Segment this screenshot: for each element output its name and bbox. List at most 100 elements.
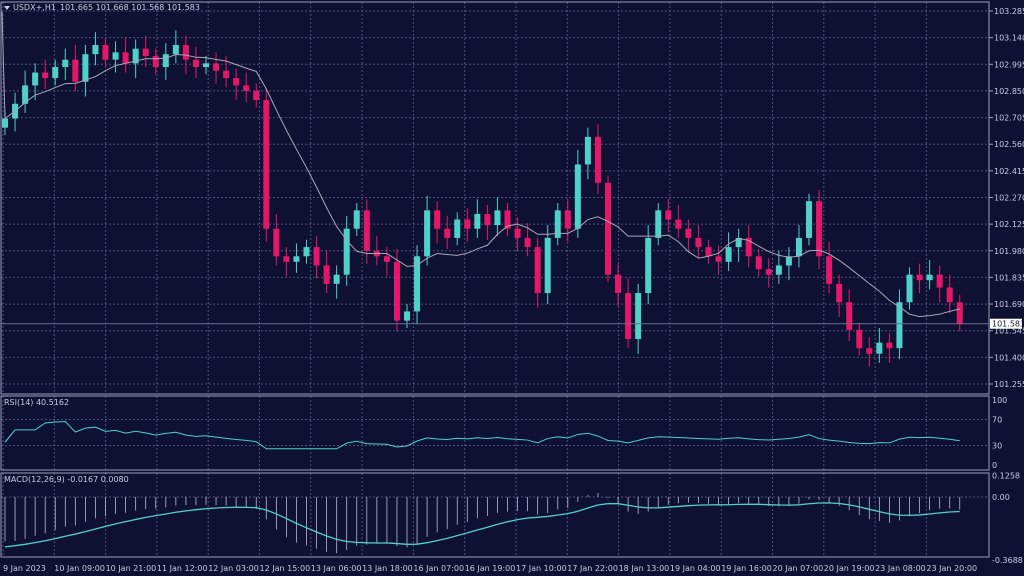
dropdown-triangle-icon[interactable] (4, 6, 10, 10)
candle (343, 215, 350, 286)
macd-tick-label: 0.00 (992, 493, 1010, 502)
rsi-line (4, 420, 960, 450)
candle (82, 44, 89, 97)
candle (122, 37, 129, 73)
candle-body (695, 237, 702, 248)
time-tick-label: 16 Jan 19:00 (465, 564, 516, 573)
candle-body (62, 59, 69, 68)
candle-body (896, 302, 903, 349)
candle (514, 217, 521, 251)
candle (22, 70, 29, 113)
candle (635, 283, 642, 354)
candle-body (956, 302, 963, 324)
candle (253, 83, 260, 108)
grid (1, 2, 989, 557)
candle-body (584, 136, 591, 165)
candle (192, 46, 199, 79)
rsi-label: RSI(14) 40.5162 (4, 398, 69, 407)
candle (524, 223, 531, 257)
candle (474, 199, 481, 238)
time-tick-label: 13 Jan 06:00 (311, 564, 362, 573)
candle-body (615, 274, 622, 294)
candle (836, 274, 843, 317)
candle-body (655, 210, 662, 238)
candle (876, 327, 883, 363)
rsi-tick-label: 30 (992, 442, 1002, 451)
candle-body (112, 52, 119, 60)
candle (484, 204, 491, 240)
candle-body (52, 67, 59, 79)
candle (464, 208, 471, 242)
candle-body (313, 247, 320, 266)
time-tick-label: 17 Jan 22:00 (567, 564, 618, 573)
candle-body (464, 219, 471, 229)
time-tick-label: 12 Jan 15:00 (260, 564, 311, 573)
price-tick-label: 102.850 (994, 87, 1024, 96)
candle (816, 190, 823, 270)
candle-body (745, 237, 752, 257)
candle (313, 236, 320, 279)
time-tick-label: 23 Jan 08:00 (875, 564, 926, 573)
candle (142, 35, 149, 68)
candle (574, 149, 581, 238)
candle-body (795, 237, 802, 257)
candle-body (162, 54, 169, 68)
candle-body (494, 210, 501, 226)
candle (594, 124, 601, 194)
candle-body (323, 265, 330, 284)
candle-body (383, 256, 390, 262)
candle-body (353, 210, 360, 229)
candle (554, 203, 561, 246)
candle-body (424, 210, 431, 257)
candle (353, 203, 360, 237)
candle-body (886, 342, 893, 349)
candle (494, 197, 501, 237)
price-tick-label: 102.705 (994, 114, 1024, 123)
candle-body (524, 237, 531, 248)
candle (856, 322, 863, 356)
candle-body (765, 269, 772, 275)
candle (534, 237, 541, 308)
candle (926, 259, 933, 290)
candle-body (474, 214, 481, 229)
candle (424, 195, 431, 266)
candle-body (333, 274, 340, 284)
candle (213, 52, 220, 84)
candle-body (32, 72, 39, 86)
candle (383, 247, 390, 277)
candle (323, 250, 330, 294)
rsi-tick-label: 70 (992, 416, 1002, 425)
time-tick-label: 12 Jan 03:00 (208, 564, 259, 573)
candle-body (936, 274, 943, 288)
candle (956, 294, 963, 332)
candle (645, 225, 652, 305)
candle-body (92, 44, 99, 55)
candle-body (2, 118, 8, 128)
candle-body (213, 63, 220, 71)
candle-body (846, 302, 853, 330)
candle-body (705, 247, 712, 257)
time-tick-label: 9 Jan 2023 (3, 564, 46, 573)
candle-body (122, 52, 129, 64)
candle (896, 289, 903, 360)
candle (675, 204, 682, 238)
price-tick-label: 101.255 (994, 380, 1024, 389)
candle (92, 32, 99, 66)
candle-body (192, 59, 199, 68)
candle-body (283, 256, 290, 262)
price-tick-label: 101.545 (994, 327, 1024, 336)
candle (283, 247, 290, 277)
candle-body (514, 228, 521, 238)
current-price-label: 101.583 (992, 320, 1024, 329)
candle-body (906, 274, 913, 303)
price-tick-label: 102.415 (994, 167, 1024, 176)
candle (393, 248, 400, 332)
candle (655, 203, 662, 246)
candle-body (534, 247, 541, 294)
candle-body (605, 182, 611, 275)
candle-body (916, 274, 923, 281)
candle-body (22, 85, 29, 104)
candle-body (444, 228, 451, 238)
